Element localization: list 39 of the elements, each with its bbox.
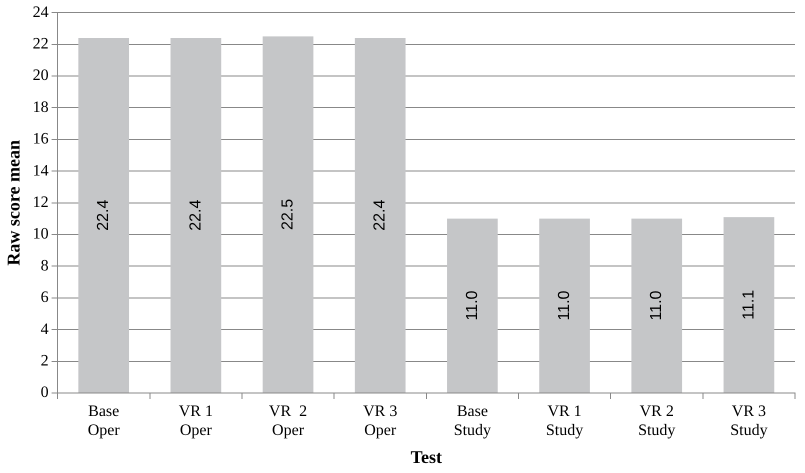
x-tick-label: VR 1 Study	[546, 402, 584, 440]
y-tick-label: 22	[32, 36, 49, 53]
data-label: 11.0	[648, 290, 666, 321]
y-tick-label: 12	[32, 194, 49, 212]
y-tick-label: 14	[32, 162, 49, 180]
data-label: 11.0	[556, 290, 573, 321]
y-tick-label: 6	[40, 289, 49, 306]
bar	[354, 38, 406, 392]
x-tick-label: VR 2 Oper	[268, 402, 308, 440]
data-label: 22.5	[279, 198, 296, 230]
x-tick-label: Base Study	[454, 402, 492, 440]
x-tick-label: Base Oper	[88, 402, 120, 440]
x-tick-label: VR 2 Study	[638, 402, 676, 440]
x-axis-title: Test	[410, 446, 442, 467]
bar	[262, 36, 314, 392]
data-label: 11.1	[740, 290, 758, 320]
bar	[539, 218, 590, 392]
bar	[170, 38, 222, 392]
y-tick-label: 8	[40, 257, 49, 274]
x-tick-label: VR 1 Oper	[178, 402, 213, 440]
bar	[447, 218, 498, 392]
x-tick-label: VR 3 Oper	[363, 402, 398, 440]
y-axis-title: Raw score mean	[3, 140, 24, 266]
bar	[631, 218, 682, 392]
y-tick-label: 20	[32, 67, 49, 84]
data-label: 11.0	[464, 290, 481, 321]
data-label: 22.4	[372, 200, 389, 231]
data-label: 22.4	[187, 200, 204, 231]
y-tick-label: 24	[32, 4, 49, 21]
y-tick-label: 4	[40, 320, 49, 338]
y-tick-label: 0	[40, 384, 49, 402]
y-tick-label: 18	[32, 98, 49, 116]
bar	[724, 217, 774, 392]
data-label: 22.4	[95, 200, 112, 231]
bar	[78, 38, 130, 392]
y-tick-label: 16	[32, 130, 49, 148]
x-tick-label: VR 3 Study	[730, 402, 768, 440]
y-tick-label: 10	[32, 226, 49, 243]
y-tick-label: 2	[40, 352, 49, 370]
